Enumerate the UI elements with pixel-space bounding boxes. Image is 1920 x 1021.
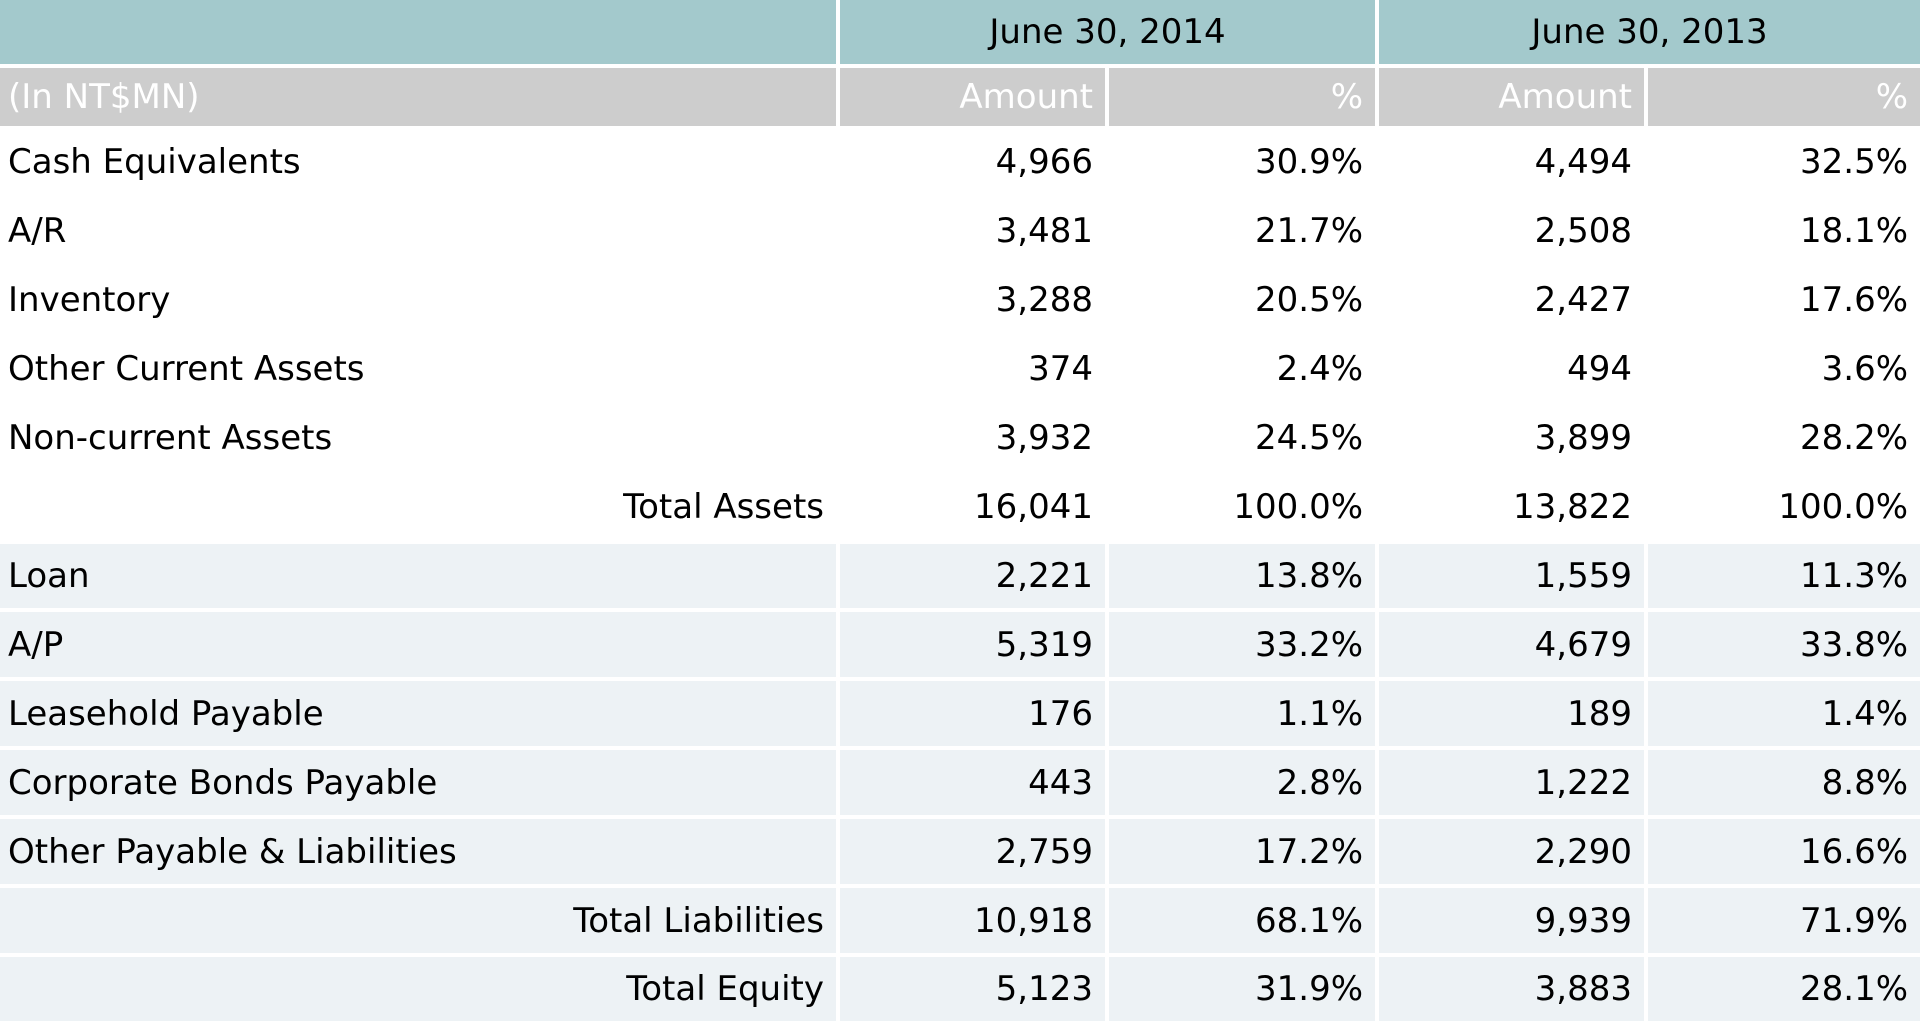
cell-value: 28.1% bbox=[1644, 953, 1920, 1021]
cell-value: 3.6% bbox=[1644, 332, 1920, 406]
cell-value: 4,679 bbox=[1375, 608, 1649, 682]
row-label: Non-current Assets bbox=[0, 401, 840, 475]
row-label: Other Current Assets bbox=[0, 332, 840, 406]
cell-value: 24.5% bbox=[1104, 401, 1380, 475]
cell-value: 10,918 bbox=[836, 884, 1109, 958]
cell-value: 4,494 bbox=[1375, 126, 1649, 199]
cell-value: 11.3% bbox=[1644, 539, 1920, 613]
col-group-2013: June 30, 2013 bbox=[1375, 0, 1920, 68]
cell-value: 13.8% bbox=[1104, 539, 1380, 613]
table-row: Leasehold Payable 176 1.1% 189 1.4% bbox=[0, 677, 1920, 751]
table-row: Total Liabilities 10,918 68.1% 9,939 71.9% bbox=[0, 884, 1920, 958]
row-label: Total Equity bbox=[0, 953, 840, 1021]
cell-value: 189 bbox=[1375, 677, 1649, 751]
cell-value: 1.4% bbox=[1644, 677, 1920, 751]
cell-value: 16,041 bbox=[836, 470, 1109, 544]
cell-value: 9,939 bbox=[1375, 884, 1649, 958]
column-header-row: (In NT$MN) Amount % Amount % bbox=[0, 64, 1920, 130]
cell-value: 1,559 bbox=[1375, 539, 1649, 613]
cell-value: 71.9% bbox=[1644, 884, 1920, 958]
cell-value: 100.0% bbox=[1644, 470, 1920, 544]
cell-value: 4,966 bbox=[836, 126, 1109, 199]
cell-value: 374 bbox=[836, 332, 1109, 406]
row-label: Leasehold Payable bbox=[0, 677, 840, 751]
col-header-amount-2014: Amount bbox=[836, 64, 1109, 130]
cell-value: 30.9% bbox=[1104, 126, 1380, 199]
table-row: Total Assets 16,041 100.0% 13,822 100.0% bbox=[0, 470, 1920, 544]
cell-value: 31.9% bbox=[1104, 953, 1380, 1021]
row-label: Cash Equivalents bbox=[0, 126, 840, 199]
cell-value: 2.4% bbox=[1104, 332, 1380, 406]
row-label: A/P bbox=[0, 608, 840, 682]
cell-value: 33.8% bbox=[1644, 608, 1920, 682]
table-row: A/R 3,481 21.7% 2,508 18.1% bbox=[0, 194, 1920, 268]
row-label: Loan bbox=[0, 539, 840, 613]
cell-value: 32.5% bbox=[1644, 126, 1920, 199]
cell-value: 443 bbox=[836, 746, 1109, 820]
cell-value: 18.1% bbox=[1644, 194, 1920, 268]
cell-value: 3,883 bbox=[1375, 953, 1649, 1021]
row-label: Total Liabilities bbox=[0, 884, 840, 958]
cell-value: 5,319 bbox=[836, 608, 1109, 682]
table-row: Cash Equivalents 4,966 30.9% 4,494 32.5% bbox=[0, 126, 1920, 199]
cell-value: 33.2% bbox=[1104, 608, 1380, 682]
cell-value: 20.5% bbox=[1104, 263, 1380, 337]
cell-value: 3,899 bbox=[1375, 401, 1649, 475]
row-label: Inventory bbox=[0, 263, 840, 337]
cell-value: 494 bbox=[1375, 332, 1649, 406]
table-row: Inventory 3,288 20.5% 2,427 17.6% bbox=[0, 263, 1920, 337]
cell-value: 5,123 bbox=[836, 953, 1109, 1021]
col-group-2014: June 30, 2014 bbox=[835, 0, 1380, 68]
table-row: Corporate Bonds Payable 443 2.8% 1,222 8.8% bbox=[0, 746, 1920, 820]
row-label: Corporate Bonds Payable bbox=[0, 746, 840, 820]
col-header-percent-2013: % bbox=[1644, 64, 1920, 130]
cell-value: 8.8% bbox=[1644, 746, 1920, 820]
table-row: Total Equity 5,123 31.9% 3,883 28.1% bbox=[0, 953, 1920, 1021]
cell-value: 16.6% bbox=[1644, 815, 1920, 889]
col-header-percent-2014: % bbox=[1104, 64, 1380, 130]
unit-label: (In NT$MN) bbox=[0, 64, 840, 130]
cell-value: 13,822 bbox=[1375, 470, 1649, 544]
cell-value: 68.1% bbox=[1104, 884, 1380, 958]
row-label: A/R bbox=[0, 194, 840, 268]
table-row: Loan 2,221 13.8% 1,559 11.3% bbox=[0, 539, 1920, 613]
corner-cell bbox=[0, 0, 840, 68]
cell-value: 1.1% bbox=[1104, 677, 1380, 751]
cell-value: 2,759 bbox=[836, 815, 1109, 889]
table-row: Non-current Assets 3,932 24.5% 3,899 28.2% bbox=[0, 401, 1920, 475]
cell-value: 2,508 bbox=[1375, 194, 1649, 268]
cell-value: 3,288 bbox=[836, 263, 1109, 337]
cell-value: 1,222 bbox=[1375, 746, 1649, 820]
cell-value: 17.6% bbox=[1644, 263, 1920, 337]
row-label: Other Payable & Liabilities bbox=[0, 815, 840, 889]
table-row: Other Payable & Liabilities 2,759 17.2% 2,2… bbox=[0, 815, 1920, 889]
cell-value: 28.2% bbox=[1644, 401, 1920, 475]
cell-value: 3,481 bbox=[836, 194, 1109, 268]
cell-value: 2,427 bbox=[1375, 263, 1649, 337]
cell-value: 21.7% bbox=[1104, 194, 1380, 268]
table-row: Other Current Assets 374 2.4% 494 3.6% bbox=[0, 332, 1920, 406]
cell-value: 100.0% bbox=[1104, 470, 1380, 544]
cell-value: 3,932 bbox=[836, 401, 1109, 475]
row-label: Total Assets bbox=[0, 470, 840, 544]
cell-value: 2,290 bbox=[1375, 815, 1649, 889]
cell-value: 2.8% bbox=[1104, 746, 1380, 820]
table-body: Cash Equivalents 4,966 30.9% 4,494 32.5% A/R 3… bbox=[0, 126, 1920, 1021]
cell-value: 17.2% bbox=[1104, 815, 1380, 889]
table-row: A/P 5,319 33.2% 4,679 33.8% bbox=[0, 608, 1920, 682]
date-header-row: June 30, 2014 June 30, 2013 bbox=[0, 0, 1920, 68]
cell-value: 2,221 bbox=[836, 539, 1109, 613]
col-header-amount-2013: Amount bbox=[1375, 64, 1649, 130]
cell-value: 176 bbox=[836, 677, 1109, 751]
